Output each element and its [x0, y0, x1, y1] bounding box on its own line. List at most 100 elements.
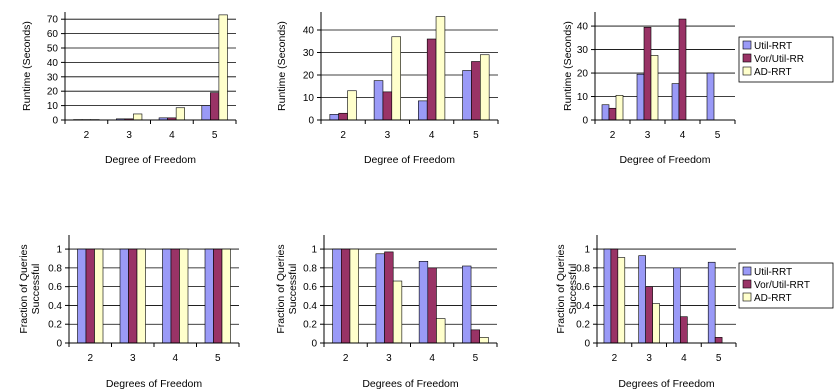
legend-label: AD-RRT — [754, 67, 792, 78]
x-tick-label: 4 — [169, 130, 175, 141]
y-tick-label: 20 — [577, 69, 589, 80]
x-tick-label: 4 — [680, 130, 686, 141]
y-axis-title: Runtime (Seconds) — [562, 21, 574, 111]
legend-label: Util-RRT — [754, 41, 792, 52]
y-tick-label: 30 — [47, 72, 59, 83]
y-axis-title: Runtime (Seconds) — [21, 21, 33, 111]
bar-vor-util-rrt-2 — [340, 248, 351, 344]
bar-util-rrt-2 — [603, 248, 612, 344]
y-tick-label: 1 — [56, 245, 62, 256]
y-tick-label: 10 — [47, 101, 59, 112]
y-tick-label: 40 — [577, 22, 589, 33]
bar-util-rrt-5 — [707, 261, 716, 344]
x-axis-title: Degrees of Freedom — [618, 378, 715, 390]
x-tick-label: 4 — [172, 353, 178, 364]
y-tick-label: 40 — [47, 58, 59, 69]
bar-util-rrt-2 — [601, 104, 610, 121]
x-tick-label: 3 — [646, 353, 652, 364]
x-tick-label: 2 — [84, 130, 90, 141]
bar-util-rrt-3 — [373, 80, 384, 121]
x-axis-title: Degrees of Freedom — [106, 378, 203, 390]
y-tick-label: 0 — [308, 116, 314, 127]
bar-ad-rrt-3 — [652, 303, 660, 344]
x-tick-label: 3 — [645, 130, 651, 141]
y-axis-title: Successful — [287, 264, 299, 315]
y-tick-label: 0 — [56, 339, 62, 350]
legend-swatch — [742, 279, 752, 289]
bar-ad-rrt-3 — [133, 113, 143, 121]
y-tick-label: 0 — [584, 339, 590, 350]
y-tick-label: 50 — [47, 44, 59, 55]
legend-swatch — [742, 53, 752, 63]
bar-ad-rrt-3 — [392, 280, 403, 344]
x-tick-label: 4 — [429, 353, 435, 364]
bar-vor-util-rr-3 — [643, 26, 652, 121]
bar-vor-util-rrt-3 — [382, 91, 393, 121]
x-axis-title: Degree of Freedom — [105, 154, 196, 166]
bar-ad-rrt-5 — [479, 54, 490, 121]
bar-util-rrt-3 — [119, 248, 129, 344]
bar-util-rrt-5 — [462, 70, 472, 121]
bar-vor-util-rrt-4 — [680, 316, 688, 344]
bar-util-rrt-2 — [329, 114, 340, 121]
bar-vor-util-rrt-4 — [427, 267, 437, 344]
y-axis-title: Fraction of Queries — [275, 244, 287, 333]
y-tick-label: 30 — [577, 45, 589, 56]
bar-ad-rrt-3 — [136, 248, 146, 344]
bar-vor-util-rrt-2 — [338, 112, 348, 121]
bar-ad-rrt-2 — [615, 95, 624, 121]
bar-vor-util-rrt-2 — [85, 248, 95, 344]
bar-vor-util-rrt-5 — [213, 248, 223, 344]
y-tick-label: 0.6 — [576, 282, 590, 293]
legend-box — [738, 262, 834, 309]
bar-ad-rrt-4 — [175, 107, 185, 121]
bar-ad-rrt-2 — [617, 257, 626, 344]
bar-ad-rrt-4 — [435, 16, 446, 121]
x-tick-label: 3 — [385, 130, 391, 141]
y-tick-label: 0.6 — [48, 282, 62, 293]
x-axis-title: Degree of Freedom — [619, 154, 710, 166]
bar-util-rrt-5 — [204, 248, 214, 344]
y-tick-label: 1 — [584, 245, 590, 256]
x-tick-label: 5 — [716, 353, 722, 364]
bar-vor-util-rrt-4 — [426, 38, 437, 121]
bar-vor-util-rrt-5 — [470, 329, 480, 344]
bar-vor-util-rrt-3 — [384, 251, 394, 344]
y-tick-label: 10 — [303, 93, 315, 104]
bar-util-rrt-4 — [418, 260, 429, 344]
y-axis-title: Fraction of Queries — [18, 244, 30, 333]
bar-util-rrt-3 — [636, 73, 645, 121]
legend-swatch — [742, 66, 752, 76]
y-tick-label: 30 — [303, 48, 315, 59]
x-tick-label: 2 — [612, 353, 618, 364]
bar-ad-rrt-3 — [391, 36, 401, 121]
x-tick-label: 5 — [473, 130, 479, 141]
x-tick-label: 3 — [126, 130, 132, 141]
bar-ad-rrt-2 — [349, 248, 359, 344]
x-tick-label: 5 — [212, 130, 218, 141]
x-tick-label: 5 — [215, 353, 221, 364]
x-tick-label: 4 — [429, 130, 435, 141]
bar-vor-util-rrt-5 — [471, 61, 481, 121]
y-axis-title: Fraction of Queries — [555, 244, 567, 333]
bar-ad-rrt-5 — [218, 14, 228, 121]
bar-vor-util-rr-4 — [678, 18, 687, 121]
y-tick-label: 70 — [47, 15, 59, 26]
bar-util-rrt-4 — [418, 100, 428, 121]
bar-vor-util-rr-2 — [608, 107, 617, 121]
x-tick-label: 2 — [343, 353, 349, 364]
bar-util-rrt-5 — [201, 105, 211, 121]
bar-vor-util-rrt-3 — [128, 248, 138, 344]
bar-util-rrt-2 — [332, 248, 342, 344]
y-tick-label: 10 — [577, 92, 589, 103]
bar-util-rrt-3 — [638, 255, 646, 344]
y-tick-label: 20 — [47, 87, 59, 98]
bar-ad-rrt-2 — [94, 248, 104, 344]
bar-util-rrt-4 — [671, 83, 680, 121]
bar-util-rrt-4 — [162, 248, 172, 344]
bar-vor-util-rrt-3 — [645, 286, 653, 344]
bar-util-rrt-2 — [77, 248, 87, 344]
bar-ad-rrt-4 — [179, 248, 189, 344]
y-tick-label: 0.8 — [303, 263, 317, 274]
